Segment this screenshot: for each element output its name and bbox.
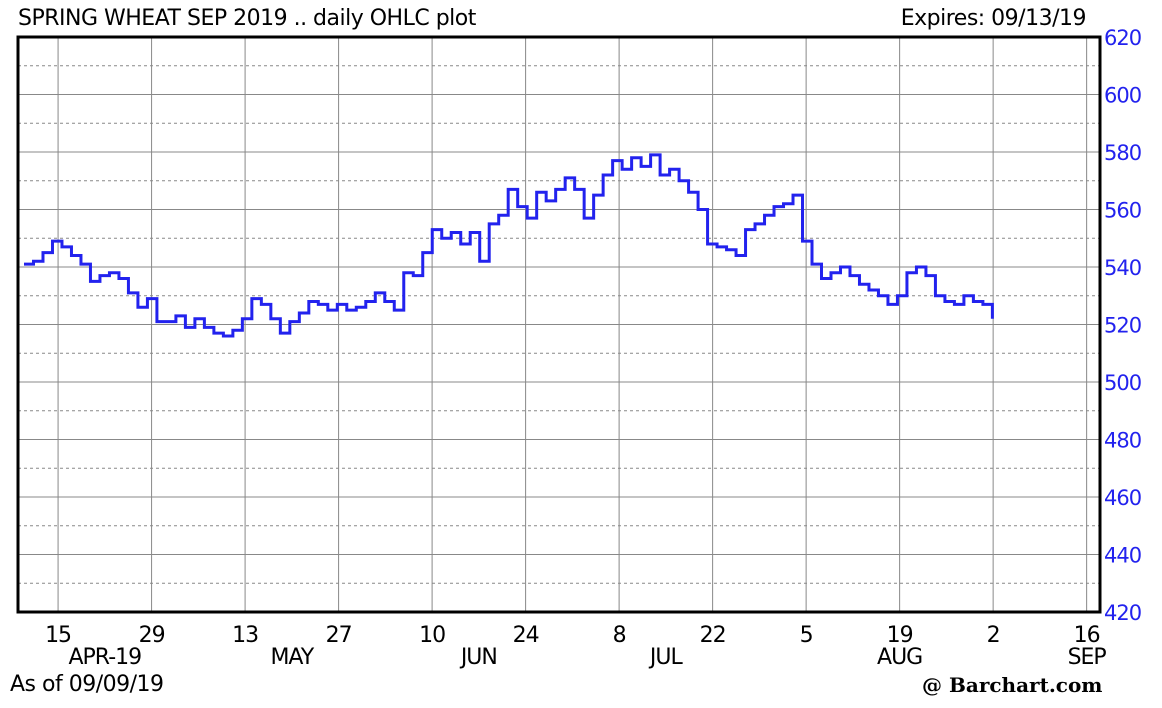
y-tick-label: 580 [1104,141,1141,165]
price-series [24,153,994,338]
y-tick-label: 560 [1104,199,1141,223]
barchart-logo[interactable]: @ Barchart.com [922,673,1103,697]
x-tick-label: 29 [139,623,165,648]
y-tick-label: 600 [1104,84,1141,108]
as-of-date: As of 09/09/19 [10,672,164,697]
x-tick-label: 8 [613,623,626,648]
month-label: MAY [270,645,314,670]
x-tick-label: 10 [419,623,445,648]
month-label: SEP [1068,645,1107,670]
plot-frame [16,35,1102,614]
x-tick-label: 16 [1074,623,1100,648]
month-label: JUN [459,645,497,670]
x-tick-label: 13 [232,623,258,648]
x-tick-label: 15 [45,623,71,648]
expires-label: Expires: 09/13/19 [900,6,1087,31]
month-label: AUG [877,645,922,670]
x-tick-label: 5 [800,623,813,648]
x-tick-label: 24 [513,623,539,648]
y-tick-label: 420 [1104,601,1141,625]
chart-title: SPRING WHEAT SEP 2019 .. daily OHLC plot [18,6,476,31]
y-tick-label: 440 [1104,544,1141,568]
y-tick-label: 480 [1104,429,1141,453]
x-tick-label: 27 [326,623,352,648]
month-label: JUL [648,645,684,670]
y-tick-label: 620 [1104,26,1141,50]
x-tick-label: 22 [700,623,726,648]
y-tick-label: 540 [1104,256,1141,280]
month-label: APR-19 [68,645,141,670]
x-tick-label: 19 [887,623,913,648]
y-tick-label: 500 [1104,371,1141,395]
x-tick-label: 2 [987,623,1000,648]
y-tick-label: 520 [1104,314,1141,338]
y-tick-label: 460 [1104,486,1141,510]
